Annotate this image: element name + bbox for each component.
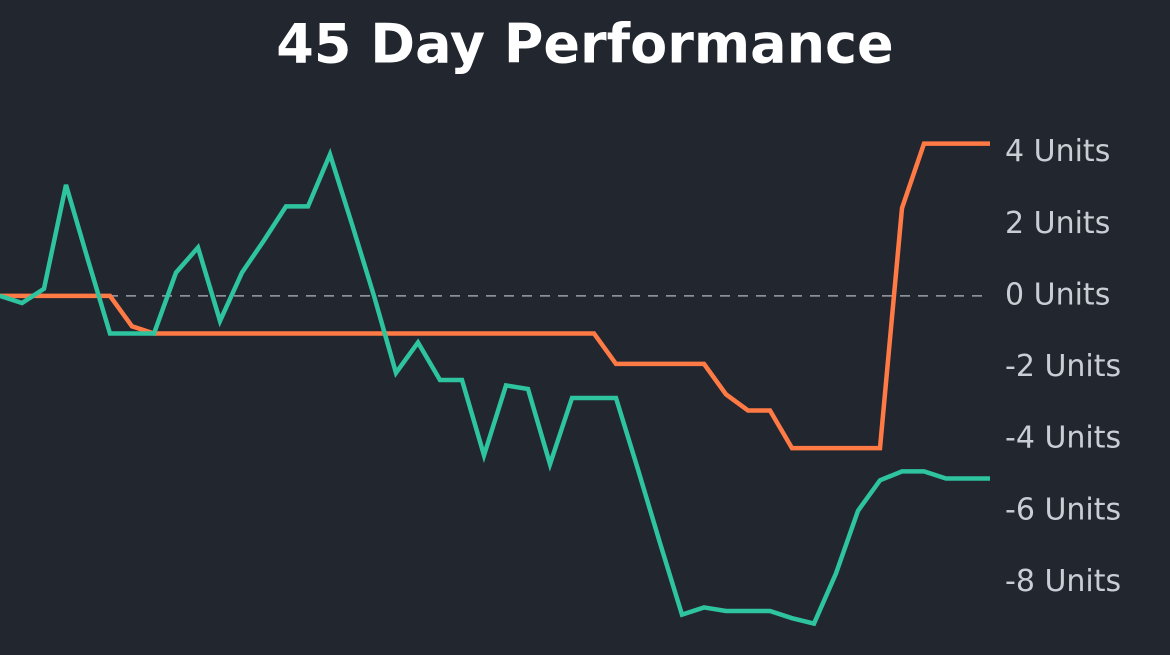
chart-title: 45 Day Performance [276, 13, 893, 76]
y-tick-label: -8 Units [1005, 564, 1121, 599]
y-tick-label: 4 Units [1005, 134, 1110, 169]
y-tick-label: -6 Units [1005, 492, 1121, 527]
y-tick-label: 0 Units [1005, 277, 1110, 312]
series-line [0, 147, 990, 627]
y-tick-label: 2 Units [1005, 206, 1110, 241]
y-tick-label: -2 Units [1005, 349, 1121, 384]
series-line [0, 141, 990, 451]
y-tick-label: -4 Units [1005, 421, 1121, 456]
